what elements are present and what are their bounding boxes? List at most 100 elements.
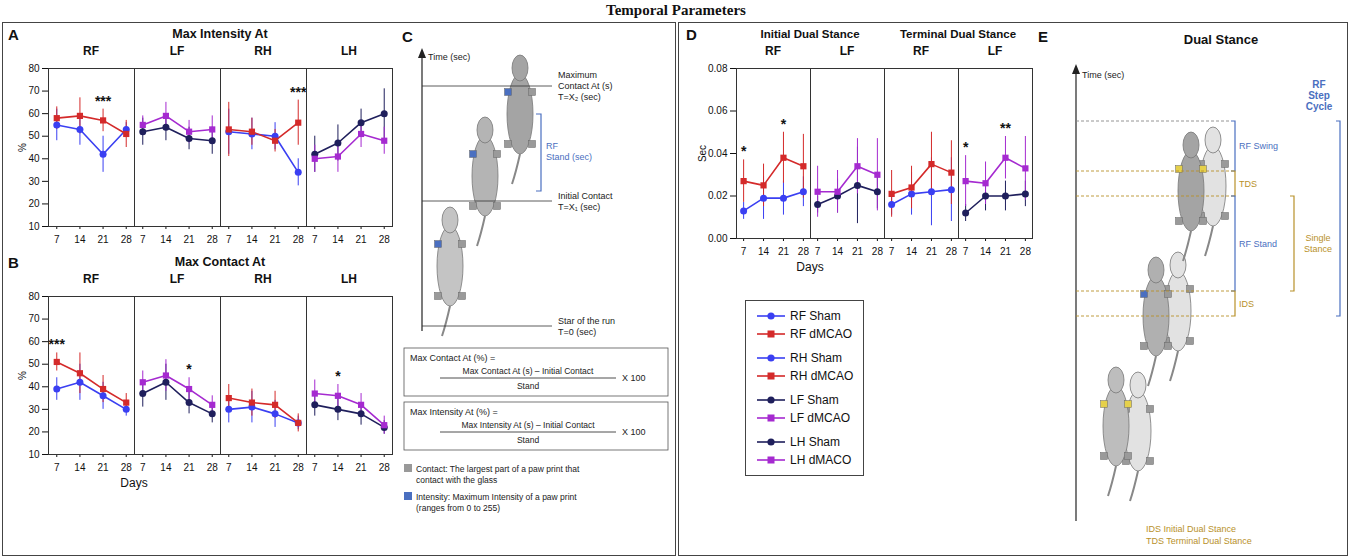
svg-text:14: 14 (332, 234, 344, 245)
svg-text:RF Swing: RF Swing (1239, 141, 1278, 151)
svg-text:T=X₁ (sec): T=X₁ (sec) (558, 202, 600, 212)
svg-text:Initial Contact: Initial Contact (558, 191, 613, 201)
svg-text:14: 14 (758, 246, 770, 257)
svg-text:20: 20 (28, 426, 40, 437)
svg-text:28: 28 (121, 234, 133, 245)
svg-text:7: 7 (815, 246, 821, 257)
svg-text:10: 10 (28, 221, 40, 232)
svg-text:Stance: Stance (1304, 244, 1332, 254)
svg-text:28: 28 (293, 234, 305, 245)
svg-text:contact with the glass: contact with the glass (416, 475, 497, 485)
svg-text:21: 21 (184, 234, 196, 245)
svg-text:0.00: 0.00 (708, 233, 728, 244)
svg-text:*: * (335, 368, 341, 384)
svg-text:Single: Single (1305, 233, 1330, 243)
svg-text:***: *** (290, 84, 306, 100)
svg-text:Stand: Stand (517, 381, 539, 391)
svg-text:RF: RF (546, 141, 558, 151)
svg-text:*: * (963, 139, 969, 155)
svg-text:*: * (741, 143, 747, 159)
svg-text:7: 7 (312, 462, 318, 473)
svg-text:40: 40 (28, 381, 40, 392)
svg-text:*: * (781, 116, 787, 132)
svg-text:(ranges from 0 to 255): (ranges from 0 to 255) (416, 503, 500, 513)
svg-text:Sec: Sec (697, 145, 708, 162)
svg-text:IDS Initial Dual Stance: IDS Initial Dual Stance (1146, 524, 1236, 534)
svg-text:TDS: TDS (1239, 179, 1257, 189)
svg-text:21: 21 (778, 246, 790, 257)
svg-text:%: % (17, 143, 28, 152)
svg-text:***: *** (95, 93, 112, 109)
svg-text:***: *** (49, 336, 66, 352)
svg-text:14: 14 (246, 234, 258, 245)
svg-text:Cycle: Cycle (1306, 101, 1333, 112)
svg-text:X 100: X 100 (622, 373, 646, 383)
svg-text:80: 80 (28, 291, 40, 302)
svg-text:7: 7 (963, 246, 969, 257)
svg-text:14: 14 (160, 462, 172, 473)
svg-text:60: 60 (28, 336, 40, 347)
svg-text:21: 21 (356, 234, 368, 245)
svg-text:28: 28 (207, 234, 219, 245)
svg-text:0.02: 0.02 (708, 190, 728, 201)
svg-text:7: 7 (312, 234, 318, 245)
svg-text:30: 30 (28, 176, 40, 187)
svg-text:Stand (sec): Stand (sec) (546, 152, 592, 162)
svg-text:0.06: 0.06 (708, 105, 728, 116)
svg-text:7: 7 (140, 234, 146, 245)
svg-text:80: 80 (28, 63, 40, 74)
svg-text:28: 28 (1020, 246, 1032, 257)
svg-text:21: 21 (852, 246, 864, 257)
svg-text:Maximum: Maximum (558, 70, 597, 80)
svg-text:28: 28 (872, 246, 884, 257)
svg-text:Time (sec): Time (sec) (428, 52, 470, 62)
svg-text:40: 40 (28, 153, 40, 164)
svg-text:21: 21 (926, 246, 938, 257)
svg-text:Contact At (s): Contact At (s) (558, 81, 613, 91)
svg-text:14: 14 (832, 246, 844, 257)
svg-text:28: 28 (379, 462, 391, 473)
svg-text:Max Contact At (%) =: Max Contact At (%) = (410, 353, 495, 363)
svg-text:RF Stand: RF Stand (1239, 239, 1277, 249)
svg-text:Star of the run: Star of the run (558, 316, 615, 326)
svg-text:21: 21 (184, 462, 196, 473)
svg-text:14: 14 (74, 462, 86, 473)
svg-text:IDS: IDS (1239, 299, 1254, 309)
svg-text:7: 7 (140, 462, 146, 473)
svg-text:50: 50 (28, 358, 40, 369)
svg-text:%: % (17, 371, 28, 380)
svg-text:TDS Terminal Dual Stance: TDS Terminal Dual Stance (1146, 536, 1252, 546)
svg-text:28: 28 (946, 246, 958, 257)
svg-text:28: 28 (379, 234, 391, 245)
svg-text:28: 28 (798, 246, 810, 257)
svg-text:28: 28 (121, 462, 133, 473)
svg-text:14: 14 (160, 234, 172, 245)
svg-text:Max Intensity At (s) – Initial: Max Intensity At (s) – Initial Contact (461, 420, 595, 430)
svg-text:21: 21 (1000, 246, 1012, 257)
svg-text:14: 14 (246, 462, 258, 473)
svg-text:21: 21 (98, 234, 110, 245)
svg-text:E: E (1038, 28, 1048, 45)
svg-text:7: 7 (54, 462, 60, 473)
svg-text:*: * (186, 361, 192, 377)
svg-text:0.08: 0.08 (708, 63, 728, 74)
svg-text:14: 14 (332, 462, 344, 473)
svg-text:20: 20 (28, 198, 40, 209)
svg-text:Max Intensity At (%) =: Max Intensity At (%) = (410, 407, 498, 417)
svg-text:7: 7 (889, 246, 895, 257)
svg-text:7: 7 (226, 234, 232, 245)
svg-text:Max Contact At (s) – Initial C: Max Contact At (s) – Initial Contact (463, 366, 594, 376)
svg-text:**: ** (1000, 120, 1011, 136)
svg-text:T=X₂ (sec): T=X₂ (sec) (558, 92, 601, 102)
svg-text:50: 50 (28, 130, 40, 141)
svg-text:Intensity: Maximum Intensity o: Intensity: Maximum Intensity of a paw pr… (416, 492, 577, 502)
svg-text:14: 14 (74, 234, 86, 245)
svg-text:X 100: X 100 (622, 427, 646, 437)
svg-text:21: 21 (270, 234, 282, 245)
svg-text:30: 30 (28, 404, 40, 415)
svg-text:21: 21 (270, 462, 282, 473)
svg-text:14: 14 (980, 246, 992, 257)
svg-text:Dual Stance: Dual Stance (1184, 32, 1258, 47)
svg-text:Contact: The largest part of a: Contact: The largest part of a paw print… (416, 464, 580, 474)
svg-text:T=0 (sec): T=0 (sec) (558, 327, 596, 337)
